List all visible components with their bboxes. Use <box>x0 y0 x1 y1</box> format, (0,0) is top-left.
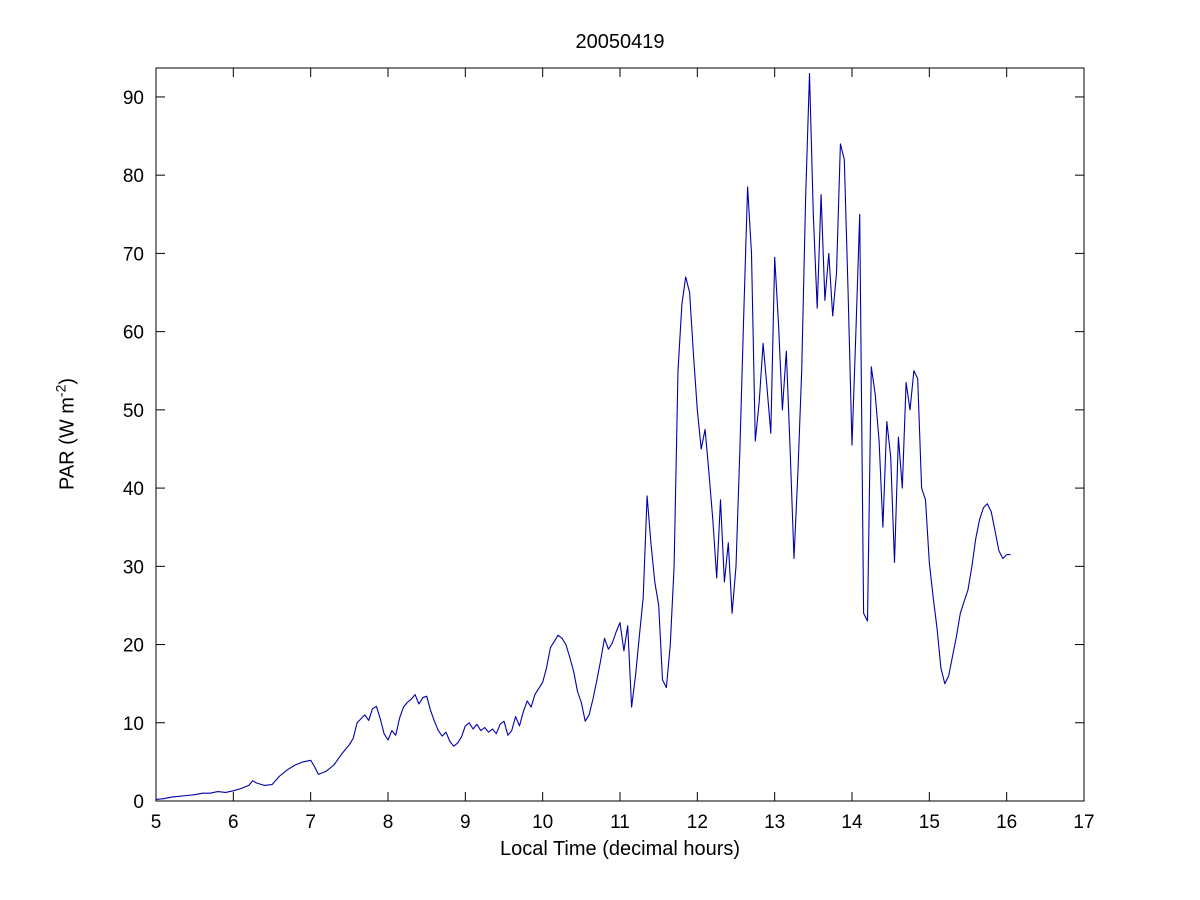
y-tick-label: 80 <box>123 166 144 187</box>
par-series-line <box>155 72 1011 800</box>
y-tick-label: 0 <box>133 792 144 813</box>
y-axis-label: PAR (W m-2) <box>53 378 80 490</box>
y-tick-label: 50 <box>123 401 144 422</box>
x-tick-label: 7 <box>305 812 316 833</box>
x-tick-label: 13 <box>764 812 785 833</box>
x-tick-label: 10 <box>532 812 553 833</box>
y-tick-label: 30 <box>123 557 144 578</box>
plot-area <box>155 67 1085 802</box>
y-tick-label: 20 <box>123 636 144 657</box>
y-tick-label: 40 <box>123 479 144 500</box>
x-tick-label: 15 <box>919 812 940 833</box>
y-axis-label-suffix: ) <box>56 377 79 385</box>
chart-title: 20050419 <box>576 31 665 53</box>
y-tick-label: 90 <box>123 88 144 109</box>
x-tick-label: 12 <box>687 812 708 833</box>
x-tick-label: 17 <box>1073 812 1094 833</box>
x-axis-label: Local Time (decimal hours) <box>500 838 740 860</box>
y-tick-label: 60 <box>123 323 144 344</box>
axis-ticks: 5 6 7 8 9 10 11 12 13 14 15 16 17 0 10 20 30 40 50 60 70 80 90 <box>123 68 1095 833</box>
x-tick-label: 9 <box>460 812 471 833</box>
y-tick-label: 10 <box>123 714 144 735</box>
y-axis-label-exponent: -2 <box>52 384 69 398</box>
y-axis-label-prefix: PAR (W m <box>56 397 79 491</box>
x-tick-label: 16 <box>996 812 1017 833</box>
x-tick-label: 14 <box>841 812 863 833</box>
x-tick-label: 6 <box>228 812 239 833</box>
x-tick-label: 11 <box>610 812 630 833</box>
x-tick-label: 8 <box>383 812 394 833</box>
x-tick-label: 5 <box>151 812 162 833</box>
y-tick-label: 70 <box>123 244 144 265</box>
